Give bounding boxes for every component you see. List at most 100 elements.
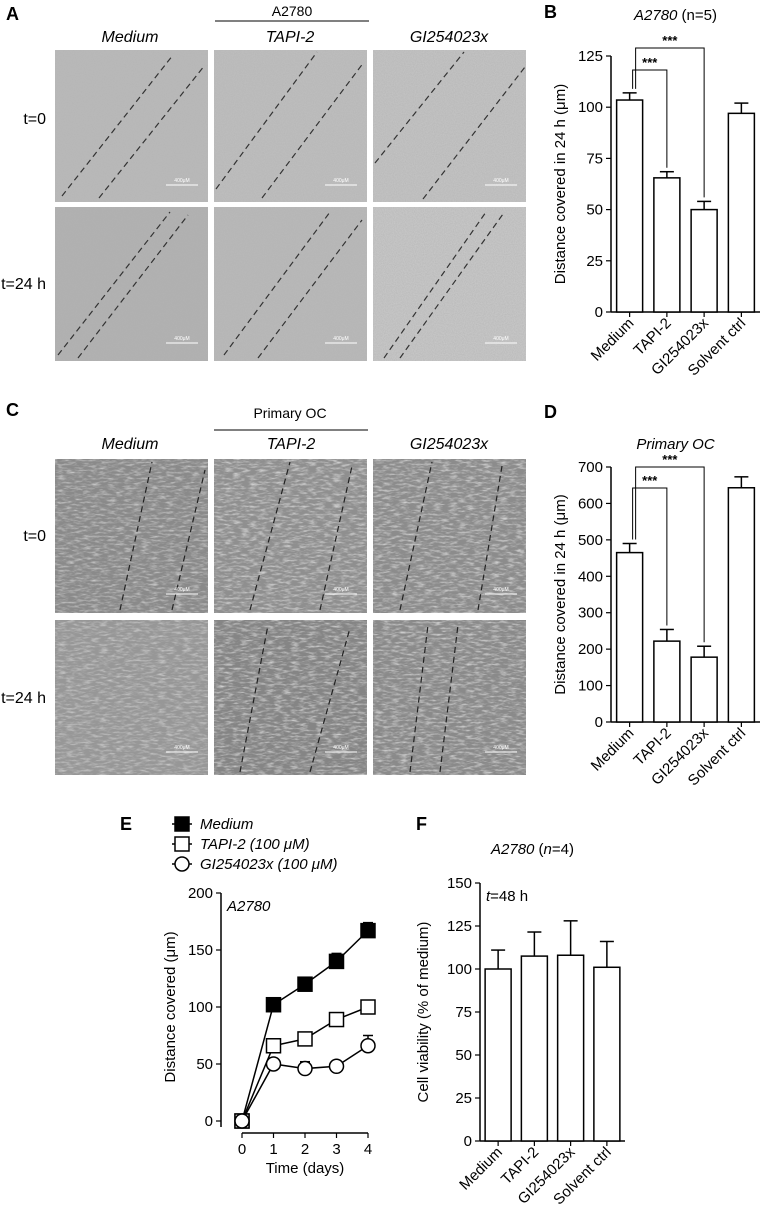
y-tick-label: 700 xyxy=(578,459,603,476)
y-axis-title: Distance covered (μm) xyxy=(162,931,179,1082)
svg-text:400μM: 400μM xyxy=(333,745,348,751)
y-tick-label: 100 xyxy=(447,961,472,978)
panel-label-f: F xyxy=(416,814,427,834)
y-tick-label: 100 xyxy=(188,999,213,1016)
x-axis-title: Time (days) xyxy=(266,1160,345,1177)
micrograph-a-tapi2-t24: 400μM xyxy=(214,207,367,361)
micrograph-c-medium-t0: 400μM xyxy=(55,459,208,613)
x-tick-label-medium: Medium xyxy=(588,725,638,775)
y-tick-label: 25 xyxy=(586,253,603,270)
micrograph-a-tapi2-t0: 400μM xyxy=(214,50,367,202)
data-point xyxy=(328,1011,345,1028)
y-tick-label: 100 xyxy=(578,678,603,695)
y-tick-label: 125 xyxy=(447,918,472,935)
chart-title: A2780 (n=4) xyxy=(490,841,574,858)
annotation: t=48 h xyxy=(486,888,528,905)
svg-text:400μM: 400μM xyxy=(174,745,189,751)
row-header-c-t0: t=0 xyxy=(23,528,46,545)
col-header-c-tapi2: TAPI-2 xyxy=(267,436,316,453)
y-tick-label: 200 xyxy=(188,885,213,902)
y-axis-title: Cell viability (% of medium) xyxy=(415,922,432,1103)
bar-tapi-2 xyxy=(653,177,681,313)
bar-tapi-2 xyxy=(520,955,549,1142)
x-tick-label-medium: Medium xyxy=(588,315,638,365)
bar-gi254023x xyxy=(690,208,718,313)
svg-text:400μM: 400μM xyxy=(333,587,348,593)
y-tick-label: 50 xyxy=(455,1047,472,1064)
series-gi254023x-100-m xyxy=(234,1034,376,1129)
bar-gi254023x xyxy=(690,656,718,723)
y-tick-label: 25 xyxy=(455,1090,472,1107)
series-line xyxy=(241,1045,369,1122)
col-header-a-tapi2: TAPI-2 xyxy=(266,29,315,46)
chart-title: A2780 (n=5) xyxy=(633,7,717,24)
svg-text:400μM: 400μM xyxy=(174,336,189,342)
y-tick-label: 0 xyxy=(595,304,603,321)
svg-text:400μM: 400μM xyxy=(493,745,508,751)
data-point xyxy=(234,1113,250,1129)
data-point xyxy=(265,1056,282,1072)
significance-bracket xyxy=(632,69,668,168)
significance-label: *** xyxy=(642,55,658,70)
y-tick-label: 500 xyxy=(578,532,603,549)
y-tick-label: 75 xyxy=(586,150,603,167)
data-point xyxy=(265,1038,282,1054)
data-point xyxy=(328,1058,345,1075)
y-tick-label: 600 xyxy=(578,495,603,512)
chart-e: 0 50 100 150 200 0 1 2 3 4 Time (days) Distance cov… xyxy=(162,816,376,1177)
group-header-c: Primary OC xyxy=(253,405,326,421)
bar-solvent-ctrl xyxy=(727,487,756,723)
data-point xyxy=(360,922,376,939)
data-point xyxy=(265,996,282,1013)
micrograph-a-gi-t0: 400μM xyxy=(373,50,526,202)
micrograph-c-tapi2-t24: 400μM xyxy=(214,620,367,775)
y-tick-label: 100 xyxy=(578,99,603,116)
chart-title: A2780 xyxy=(226,898,271,915)
y-tick-label: 300 xyxy=(578,605,603,622)
y-tick-label: 125 xyxy=(578,48,603,65)
bar-gi254023x xyxy=(556,954,585,1142)
panel-label-c: C xyxy=(6,400,19,420)
series-line xyxy=(241,930,369,1122)
micrograph-a-gi-t24: 400μM xyxy=(373,207,526,361)
series-tapi-2-100-m xyxy=(234,999,376,1129)
micrograph-a-medium-t0: 400μM xyxy=(55,50,208,202)
y-tick-label: 50 xyxy=(196,1056,213,1073)
y-tick-label: 50 xyxy=(586,202,603,219)
row-header-a-t0: t=0 xyxy=(23,111,46,128)
significance-label: *** xyxy=(662,33,678,48)
group-header-a: A2780 xyxy=(272,3,313,19)
legend-marker xyxy=(174,816,190,832)
y-axis-title: Distance covered in 24 h (μm) xyxy=(552,494,569,694)
legend-label-medium: Medium xyxy=(200,816,253,833)
micrograph-a-medium-t24: 400μM xyxy=(55,207,208,361)
x-tick-label: 1 xyxy=(269,1141,277,1158)
chart-f: 0 25 50 75 100 125 150 Cell viability (% of med… xyxy=(415,841,625,1208)
legend-marker xyxy=(174,836,190,852)
significance-label: *** xyxy=(642,473,658,488)
significance-label: *** xyxy=(662,452,678,467)
y-tick-label: 0 xyxy=(464,1133,472,1150)
row-header-c-t24: t=24 h xyxy=(1,690,46,707)
svg-text:400μM: 400μM xyxy=(493,587,508,593)
significance-bracket xyxy=(632,487,668,626)
bar-medium xyxy=(615,99,644,313)
micrograph-c-gi-t0: 400μM xyxy=(373,459,526,613)
data-point xyxy=(360,999,376,1015)
x-tick-label: 0 xyxy=(238,1141,246,1158)
micrograph-c-gi-t24: 400μM xyxy=(373,620,526,775)
row-header-a-t24: t=24 h xyxy=(1,276,46,293)
chart-title: Primary OC xyxy=(636,436,715,453)
panel-c: C Primary OC Medium TAPI-2 GI254023x t=0… xyxy=(1,400,526,775)
data-point xyxy=(360,1038,376,1054)
panel-label-b: B xyxy=(544,2,557,22)
svg-text:400μM: 400μM xyxy=(333,336,348,342)
legend-marker xyxy=(174,856,190,872)
col-header-a-gi: GI254023x xyxy=(410,29,489,46)
panel-label-e: E xyxy=(120,814,132,834)
legend-label-tapi-2-100-m: TAPI-2 (100 μM) xyxy=(200,836,310,853)
y-tick-label: 75 xyxy=(455,1004,472,1021)
data-point xyxy=(328,953,345,970)
x-tick-label: 2 xyxy=(301,1141,309,1158)
